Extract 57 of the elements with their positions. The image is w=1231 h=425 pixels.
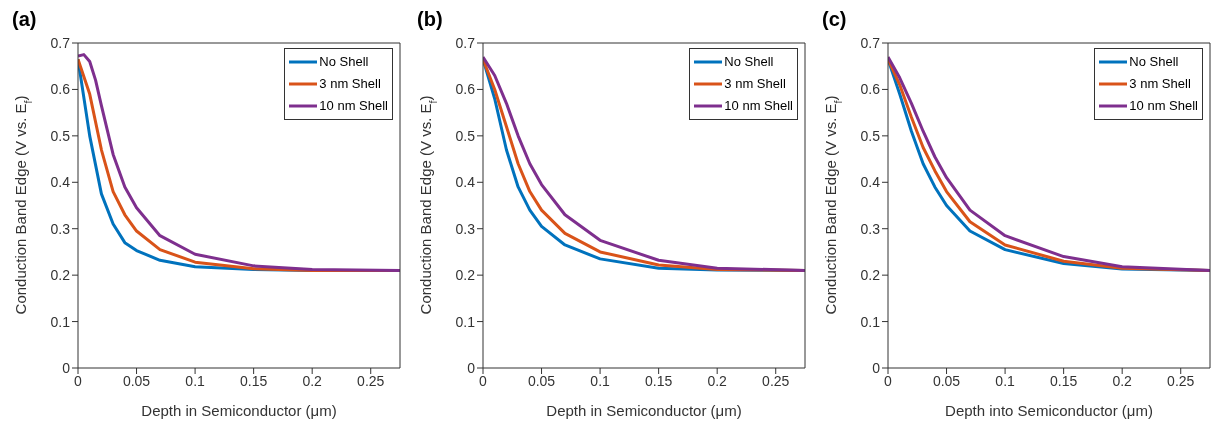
y-tick-label: 0.6 (455, 81, 476, 98)
x-tick-label: 0.05 (527, 372, 556, 389)
y-tick-label: 0.3 (50, 220, 71, 237)
x-axis-title: Depth into Semiconductor (μm) (945, 402, 1153, 419)
y-tick-label: 0.1 (50, 313, 71, 330)
y-tick-label: 0 (62, 359, 71, 376)
legend-label: 10 nm Shell (724, 97, 793, 115)
x-tick-label: 0.05 (932, 372, 961, 389)
legend-label: 3 nm Shell (1129, 75, 1191, 93)
y-tick-label: 0.3 (860, 220, 881, 237)
legend-label: 10 nm Shell (1129, 97, 1198, 115)
x-tick-label: 0.1 (590, 372, 611, 389)
y-tick-label: 0.6 (860, 81, 881, 98)
legend-label: 3 nm Shell (319, 75, 381, 93)
y-tick-label: 0.1 (860, 313, 881, 330)
y-tick-label: 0.5 (50, 127, 71, 144)
x-tick-label: 0 (74, 372, 83, 389)
chart-title: (b) (416, 8, 444, 32)
y-tick-label: 0.4 (455, 174, 476, 191)
y-tick-label: 0.2 (50, 267, 71, 284)
y-tick-label: 0.7 (860, 34, 881, 51)
y-tick-label: 0.1 (455, 313, 476, 330)
legend-label: No Shell (319, 53, 369, 71)
x-axis-title: Depth in Semiconductor (μm) (141, 402, 337, 419)
x-tick-label: 0.05 (122, 372, 151, 389)
x-tick-label: 0 (479, 372, 488, 389)
y-tick-label: 0.2 (455, 267, 476, 284)
legend-label: 10 nm Shell (319, 97, 388, 115)
y-tick-label: 0.7 (455, 34, 476, 51)
y-tick-label: 0.5 (860, 127, 881, 144)
y-tick-label: 0.6 (50, 81, 71, 98)
x-tick-label: 0.25 (762, 372, 790, 389)
x-tick-label: 0.2 (707, 372, 728, 389)
y-tick-label: 0 (467, 359, 476, 376)
x-tick-label: 0.1 (995, 372, 1016, 389)
y-tick-label: 0.3 (455, 220, 476, 237)
x-tick-label: 0.2 (1112, 372, 1133, 389)
x-tick-label: 0 (884, 372, 893, 389)
x-tick-label: 0.2 (302, 372, 323, 389)
legend-label: No Shell (1129, 53, 1179, 71)
x-tick-label: 0.25 (1167, 372, 1195, 389)
y-tick-label: 0.5 (455, 127, 476, 144)
y-tick-label: 0.7 (50, 34, 71, 51)
y-tick-label: 0 (872, 359, 881, 376)
chart-title: (c) (821, 8, 848, 32)
x-tick-label: 0.25 (357, 372, 385, 389)
x-tick-label: 0.15 (240, 372, 268, 389)
y-tick-label: 0.4 (860, 174, 881, 191)
legend-label: 3 nm Shell (724, 75, 786, 93)
y-tick-label: 0.2 (860, 267, 881, 284)
chart-title: (a) (11, 8, 38, 32)
x-tick-label: 0.15 (645, 372, 673, 389)
y-tick-label: 0.4 (50, 174, 71, 191)
x-axis-title: Depth in Semiconductor (μm) (546, 402, 742, 419)
legend-label: No Shell (724, 53, 774, 71)
x-tick-label: 0.15 (1050, 372, 1078, 389)
x-tick-label: 0.1 (185, 372, 206, 389)
